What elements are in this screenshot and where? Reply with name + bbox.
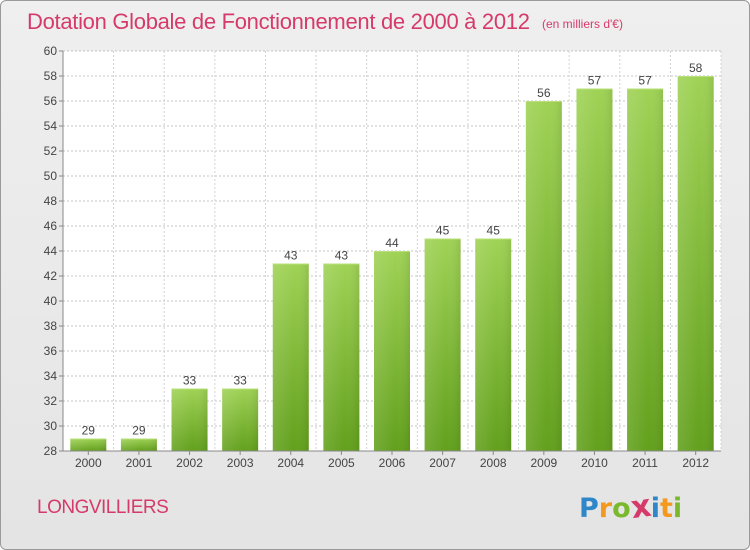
logo-letter: i [672, 493, 683, 524]
x-tick-label: 2005 [328, 456, 355, 470]
y-tick-label: 58 [44, 69, 58, 83]
y-tick-label: 38 [44, 319, 58, 333]
bar-value-label: 44 [385, 236, 399, 250]
y-tick-label: 36 [44, 344, 58, 358]
y-tick-label: 34 [44, 369, 58, 383]
bar-value-label: 29 [132, 424, 146, 438]
chart-subtitle: (en milliers d'€) [542, 17, 623, 31]
bar-shade [627, 88, 664, 451]
logo-letter: x [628, 487, 654, 527]
x-tick-label: 2010 [581, 456, 608, 470]
y-tick-label: 40 [44, 294, 58, 308]
bar-shade [70, 438, 107, 451]
y-tick-label: 60 [44, 44, 58, 58]
x-tick-label: 2012 [682, 456, 709, 470]
y-tick-label: 46 [44, 219, 58, 233]
bar-shade [374, 251, 410, 451]
bar-shade [475, 238, 512, 451]
x-tick-label: 2000 [75, 456, 102, 470]
bar-shade [222, 388, 259, 451]
y-tick-label: 54 [44, 119, 58, 133]
x-tick-label: 2011 [632, 456, 658, 470]
x-tick-label: 2001 [126, 456, 153, 470]
x-tick-label: 2003 [227, 456, 254, 470]
bar-value-label: 58 [689, 61, 703, 75]
y-tick-label: 48 [44, 194, 58, 208]
bar-value-label: 57 [638, 74, 652, 88]
bar-value-label: 43 [284, 249, 298, 263]
logo-letter: o [612, 493, 631, 524]
logo-letter: t [659, 493, 673, 524]
bar-shade [323, 263, 360, 451]
bar-shade [677, 76, 714, 451]
y-tick-label: 32 [44, 394, 58, 408]
proxiti-logo: Proxiti [579, 487, 683, 527]
bar-value-label: 33 [183, 374, 197, 388]
y-tick-label: 42 [44, 269, 58, 283]
commune-name: LONGVILLIERS [37, 497, 169, 518]
bar-value-label: 45 [436, 224, 450, 238]
chart-title: Dotation Globale de Fonctionnement de 20… [27, 9, 530, 34]
bar-shade [525, 101, 562, 451]
bar-value-label: 33 [233, 374, 247, 388]
x-tick-label: 2002 [176, 456, 203, 470]
bar-value-label: 45 [487, 224, 501, 238]
bar-value-label: 57 [588, 74, 602, 88]
x-tick-label: 2006 [379, 456, 406, 470]
y-tick-label: 52 [44, 144, 58, 158]
bar-shade [424, 238, 461, 451]
bar-value-label: 56 [537, 86, 551, 100]
y-tick-label: 28 [44, 444, 58, 458]
bar-shade [272, 263, 309, 451]
bar-shade [576, 88, 613, 451]
bar-shade [120, 438, 157, 451]
bar-value-label: 29 [82, 424, 96, 438]
y-tick-label: 56 [44, 94, 58, 108]
logo-letter: r [598, 493, 613, 524]
y-tick-label: 30 [44, 419, 58, 433]
x-tick-label: 2009 [530, 456, 557, 470]
x-tick-label: 2008 [480, 456, 507, 470]
x-tick-label: 2004 [277, 456, 304, 470]
logo-letter: i [650, 493, 660, 524]
bar-value-label: 43 [335, 249, 349, 263]
logo-letter: P [579, 493, 599, 524]
bar-shade [171, 388, 208, 451]
y-tick-label: 44 [44, 244, 58, 258]
y-tick-label: 50 [44, 169, 58, 183]
x-tick-label: 2007 [429, 456, 456, 470]
